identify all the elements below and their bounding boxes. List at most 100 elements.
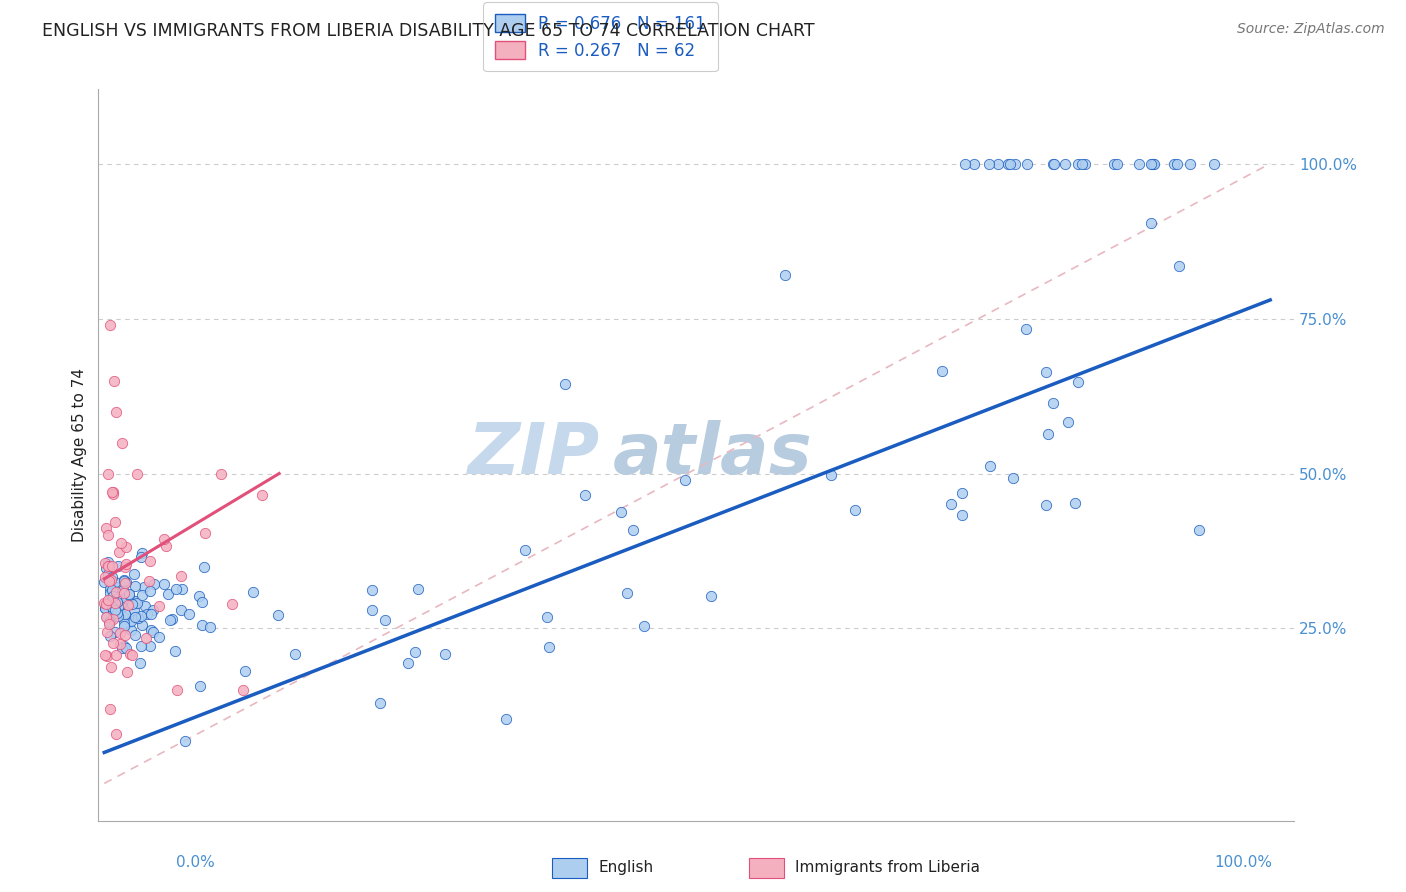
Point bbox=[131, 546, 153, 560]
Point bbox=[98, 702, 121, 716]
Point bbox=[114, 560, 136, 574]
Point bbox=[105, 585, 128, 599]
Point bbox=[122, 567, 145, 582]
Point bbox=[103, 374, 125, 388]
Point bbox=[609, 505, 631, 519]
Point bbox=[536, 610, 558, 624]
Text: 0.0%: 0.0% bbox=[176, 855, 215, 870]
Point bbox=[114, 558, 136, 572]
Point bbox=[1043, 156, 1066, 170]
Point bbox=[101, 559, 124, 574]
Point bbox=[1107, 156, 1129, 170]
Point bbox=[98, 574, 121, 589]
Point bbox=[104, 516, 127, 530]
Point bbox=[104, 596, 127, 610]
Point bbox=[361, 603, 384, 617]
Point bbox=[139, 553, 162, 567]
Point bbox=[127, 611, 149, 625]
Point bbox=[104, 727, 127, 741]
Point bbox=[139, 607, 162, 622]
Point bbox=[110, 535, 132, 549]
Point bbox=[139, 639, 162, 653]
Point bbox=[98, 582, 121, 597]
Point bbox=[112, 573, 135, 587]
Point bbox=[105, 595, 128, 609]
Point bbox=[141, 623, 163, 637]
Point bbox=[131, 589, 153, 603]
Point bbox=[101, 484, 124, 499]
Point bbox=[173, 734, 195, 748]
Point bbox=[94, 556, 117, 570]
Point bbox=[616, 586, 638, 600]
Point bbox=[170, 582, 193, 596]
Point bbox=[94, 600, 117, 615]
Point bbox=[1063, 496, 1085, 510]
Point bbox=[368, 696, 391, 710]
Point bbox=[114, 576, 136, 591]
Point bbox=[1140, 216, 1163, 230]
Point bbox=[114, 639, 136, 653]
Point bbox=[188, 679, 211, 693]
Point bbox=[148, 630, 170, 644]
Point bbox=[97, 467, 120, 481]
Point bbox=[121, 648, 143, 662]
Point bbox=[1056, 415, 1078, 429]
Point bbox=[166, 683, 188, 698]
Point bbox=[114, 540, 136, 554]
Point bbox=[131, 639, 153, 653]
Point bbox=[997, 156, 1019, 170]
Point bbox=[94, 520, 117, 534]
Point bbox=[267, 608, 290, 623]
Point bbox=[142, 603, 165, 617]
Point bbox=[115, 575, 138, 590]
Point bbox=[93, 648, 115, 662]
Point bbox=[361, 582, 384, 597]
Point bbox=[97, 617, 120, 632]
Point bbox=[129, 609, 152, 624]
Text: 100.0%: 100.0% bbox=[1215, 855, 1272, 870]
Point bbox=[574, 488, 596, 502]
Point bbox=[1042, 396, 1064, 410]
Point bbox=[100, 594, 122, 608]
Point bbox=[104, 580, 127, 594]
Point bbox=[97, 567, 120, 582]
Point bbox=[998, 156, 1021, 170]
Point bbox=[537, 640, 560, 654]
Point bbox=[1053, 156, 1076, 170]
Point bbox=[554, 377, 576, 392]
Point bbox=[98, 574, 121, 589]
Point bbox=[143, 576, 166, 591]
Point bbox=[931, 364, 953, 378]
Point bbox=[100, 573, 122, 587]
Point bbox=[111, 640, 134, 655]
Point bbox=[98, 629, 121, 643]
Point bbox=[96, 624, 118, 639]
Point bbox=[169, 568, 191, 582]
Point bbox=[104, 582, 127, 597]
Text: ENGLISH VS IMMIGRANTS FROM LIBERIA DISABILITY AGE 65 TO 74 CORRELATION CHART: ENGLISH VS IMMIGRANTS FROM LIBERIA DISAB… bbox=[42, 22, 815, 40]
Point bbox=[1073, 156, 1095, 170]
Point bbox=[111, 435, 134, 450]
Point bbox=[198, 620, 221, 634]
Point bbox=[979, 458, 1001, 473]
Point bbox=[104, 648, 127, 662]
Point bbox=[1188, 523, 1211, 537]
Point bbox=[94, 560, 117, 574]
Point bbox=[120, 623, 142, 637]
Point bbox=[96, 597, 118, 611]
Point bbox=[1067, 375, 1090, 389]
Point bbox=[134, 599, 156, 613]
Point bbox=[101, 485, 124, 500]
Point bbox=[1140, 156, 1163, 170]
Point bbox=[1035, 365, 1057, 379]
Point bbox=[1142, 156, 1164, 170]
Point bbox=[1015, 322, 1038, 336]
Point bbox=[162, 612, 184, 626]
Text: Immigrants from Liberia: Immigrants from Liberia bbox=[796, 861, 980, 875]
Point bbox=[1204, 156, 1226, 170]
Point bbox=[1166, 156, 1188, 170]
Point bbox=[773, 268, 796, 282]
Point bbox=[138, 574, 160, 589]
Point bbox=[120, 647, 142, 661]
Point bbox=[103, 612, 125, 626]
